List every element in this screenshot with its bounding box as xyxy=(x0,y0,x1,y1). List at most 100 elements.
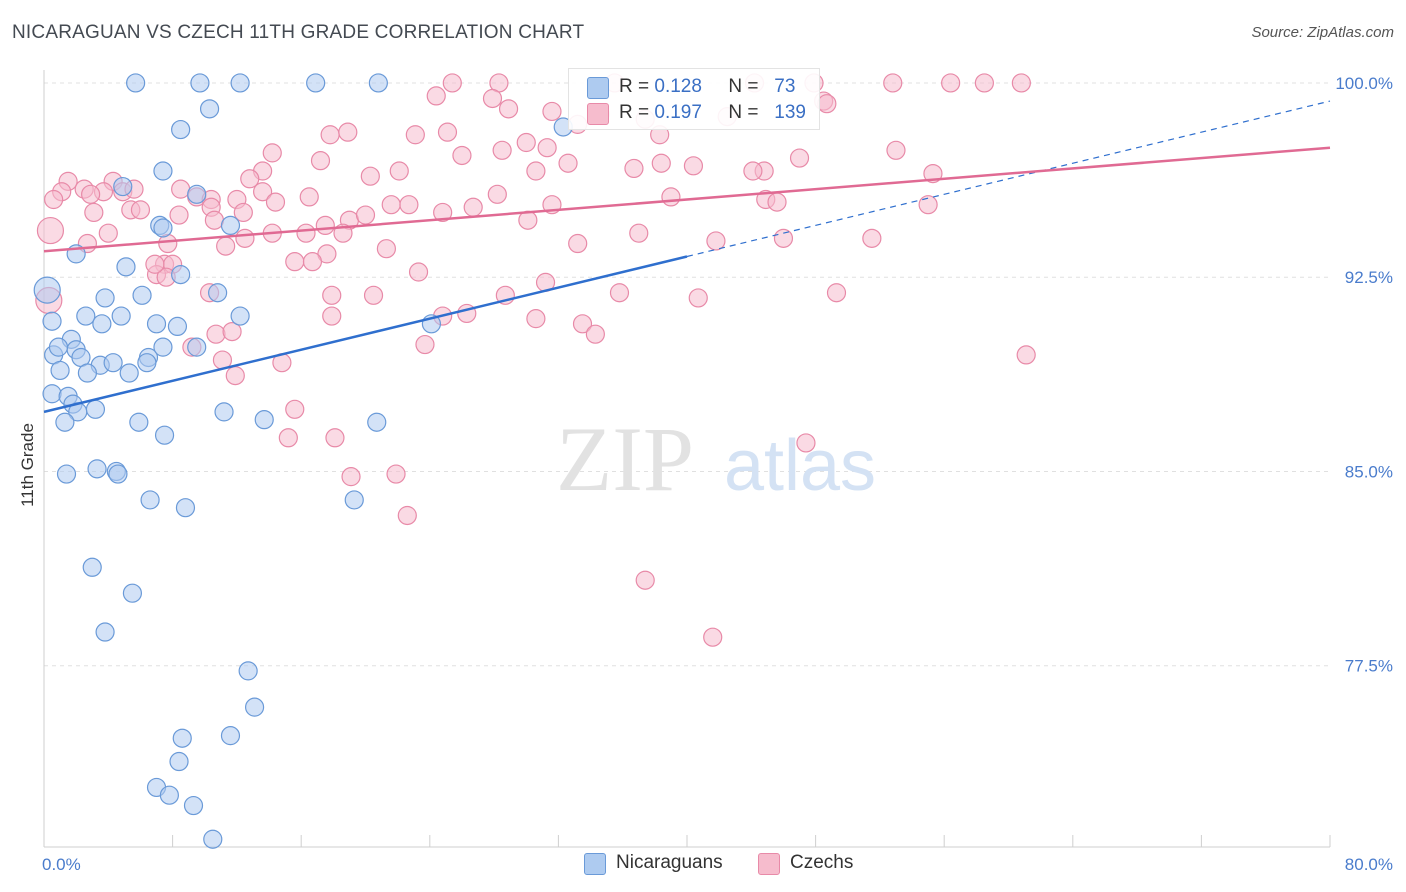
czech-point xyxy=(206,324,226,344)
czech-point xyxy=(36,216,65,245)
legend-n-label: N = xyxy=(728,76,759,97)
czech-point xyxy=(296,223,316,243)
nicaraguans-points xyxy=(33,73,573,849)
czech-point xyxy=(320,125,340,145)
czech-point xyxy=(683,156,704,176)
czech-point xyxy=(974,73,994,93)
nicaraguan-point xyxy=(254,410,274,430)
czech-point xyxy=(767,192,787,212)
czech-point xyxy=(145,254,165,274)
legend-swatch-pink xyxy=(587,103,609,125)
nicaraguan-point xyxy=(306,73,326,93)
czech-point xyxy=(278,428,298,448)
czech-point xyxy=(526,309,546,329)
czech-point xyxy=(442,73,462,93)
czech-point xyxy=(498,99,519,119)
nicaraguan-point xyxy=(203,829,223,849)
czech-point xyxy=(482,88,503,109)
czech-point xyxy=(773,228,794,248)
nicaraguan-point xyxy=(146,314,167,334)
nicaraguan-point xyxy=(87,459,107,479)
czech-point xyxy=(651,153,671,173)
legend-label: Nicaraguans xyxy=(616,852,723,873)
nicaraguan-point xyxy=(129,412,149,432)
nicaraguan-point xyxy=(50,360,70,381)
watermark-zip: ZIP xyxy=(556,408,694,510)
czech-point xyxy=(585,324,605,344)
czech-point xyxy=(225,366,245,386)
czech-point xyxy=(542,101,562,122)
y-axis-label: 11th Grade xyxy=(18,423,37,507)
legend-swatch-pink xyxy=(758,853,780,875)
nicaraguan-point xyxy=(111,306,131,326)
nicaraguan-point xyxy=(220,726,241,746)
czech-point xyxy=(437,122,458,142)
legend-n-label: N = xyxy=(728,102,759,123)
nicaraguan-point xyxy=(113,176,133,197)
nicaraguan-point xyxy=(77,363,98,383)
nicaraguan-point xyxy=(190,73,210,93)
legend-n-value: 73 xyxy=(774,76,796,97)
czech-point xyxy=(222,321,242,342)
czech-point xyxy=(558,153,578,173)
nicaraguan-point xyxy=(344,490,364,510)
czech-point xyxy=(918,195,938,215)
czech-point xyxy=(44,189,64,210)
czech-point xyxy=(253,182,273,202)
czech-point xyxy=(285,399,305,419)
czech-point xyxy=(862,228,882,248)
czech-point xyxy=(389,161,409,181)
nicaraguan-point xyxy=(368,73,388,93)
legend-r-label: R = xyxy=(619,76,650,97)
nicaraguan-point xyxy=(230,306,250,326)
legend-swatch-blue xyxy=(584,853,606,875)
y-tick-label: 92.5% xyxy=(1345,268,1393,287)
correlation-legend: R = 0.128 N = 73 R = 0.197 N = 139 xyxy=(568,68,820,130)
nicaraguan-point xyxy=(95,622,115,642)
czech-point xyxy=(492,140,512,160)
nicaraguan-point xyxy=(119,363,139,383)
czech-point xyxy=(883,73,903,93)
legend-r-label: R = xyxy=(619,102,650,123)
czech-point xyxy=(826,283,847,303)
source-label: Source: ZipAtlas.com xyxy=(1251,24,1394,41)
x-tick-label: 0.0% xyxy=(42,855,81,874)
y-tick-label: 77.5% xyxy=(1345,657,1393,676)
czech-point xyxy=(299,187,319,207)
czech-point xyxy=(84,202,104,223)
czech-point xyxy=(661,187,681,207)
nicaraguan-point xyxy=(167,316,188,337)
nicaraguan-point xyxy=(187,184,207,204)
nicaraguan-point xyxy=(244,697,265,717)
nicaraguans-trend-extension xyxy=(686,100,1331,258)
nicaraguan-point xyxy=(132,285,152,305)
czech-point xyxy=(285,252,305,272)
czech-point xyxy=(703,627,723,647)
tick-labels: 100.0% 92.5% 85.0% 77.5% 0.0% 80.0% xyxy=(42,74,1393,874)
czechs-points xyxy=(35,73,1036,647)
nicaraguan-point xyxy=(220,215,241,235)
czech-point xyxy=(635,570,655,590)
czech-point xyxy=(415,334,435,355)
nicaraguan-point xyxy=(56,464,77,484)
czechs-trend-line xyxy=(43,146,1331,253)
nicaraguan-point xyxy=(159,785,179,805)
legend-r-value: 0.197 xyxy=(654,102,702,123)
watermark: ZIP atlas xyxy=(556,408,876,510)
nicaraguan-point xyxy=(208,283,228,303)
czech-point xyxy=(386,464,406,484)
czech-point xyxy=(426,86,446,106)
nicaraguan-point xyxy=(171,265,191,285)
czech-point xyxy=(796,433,816,453)
nicaraguan-point xyxy=(48,337,69,357)
nicaraguan-point xyxy=(172,728,192,748)
nicaraguan-point xyxy=(199,99,220,119)
czech-point xyxy=(399,195,419,215)
nicaraguan-point xyxy=(140,490,160,510)
czech-point xyxy=(537,138,557,158)
czech-point xyxy=(408,262,429,282)
czech-point xyxy=(572,314,593,334)
nicaraguan-point xyxy=(33,276,61,304)
czech-point xyxy=(235,228,255,248)
